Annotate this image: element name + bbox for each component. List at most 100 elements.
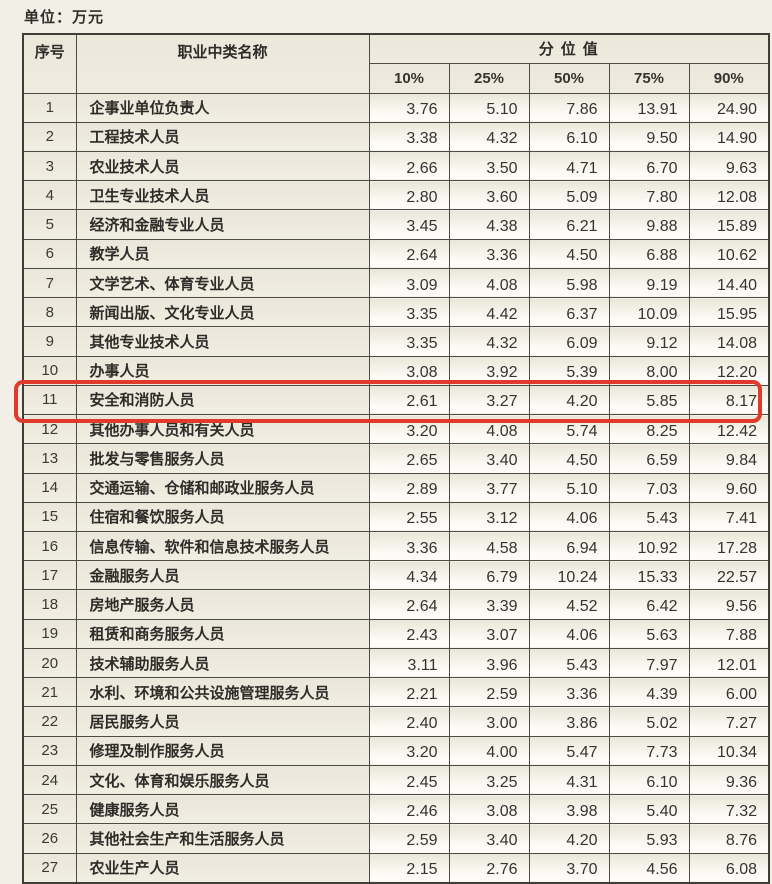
percentile-value-cell: 3.40 (448, 823, 530, 854)
percentile-value-cell: 4.71 (528, 150, 610, 182)
percentile-value-cell: 6.42 (608, 589, 690, 620)
occupation-name-cell: 文化、体育和娱乐服务人员 (75, 764, 370, 796)
table-row: 21 水利、环境和公共设施管理服务人员 2.21 2.59 3.36 4.39 6.00 (22, 677, 770, 708)
table-row: 11 安全和消防人员 2.61 3.27 4.20 5.85 8.17 (22, 384, 770, 416)
table-row: 14 交通运输、仓储和邮政业服务人员 2.89 3.77 5.10 7.03 9.60 (22, 472, 770, 503)
table-row: 9 其他专业技术人员 3.35 4.32 6.09 9.12 14.08 (22, 326, 770, 357)
percentile-value-cell: 9.19 (608, 267, 690, 299)
percentile-value-cell: 10.62 (688, 238, 770, 269)
row-index-cell: 12 (22, 414, 77, 445)
header-p75: 75% (608, 62, 690, 94)
row-index-cell: 17 (22, 560, 77, 591)
row-index-cell: 2 (22, 121, 77, 152)
percentile-value-cell: 14.40 (688, 267, 770, 299)
percentile-value-cell: 5.43 (608, 501, 690, 533)
table-header: 序号 职业中类名称 分位值 10% 25% 50% 75% 90% (22, 33, 770, 94)
table-row: 7 文学艺术、体育专业人员 3.09 4.08 5.98 9.19 14.40 (22, 267, 770, 299)
table-row: 16 信息传输、软件和信息技术服务人员 3.36 4.58 6.94 10.92 17.28 (22, 531, 770, 562)
percentile-value-cell: 12.01 (688, 647, 770, 679)
percentile-value-cell: 7.88 (688, 618, 770, 649)
occupation-name-cell: 卫生专业技术人员 (75, 180, 370, 211)
unit-label: 单位：万元 (24, 9, 105, 26)
row-index-cell: 14 (22, 472, 77, 503)
percentile-value-cell: 5.63 (608, 618, 690, 649)
occupation-name-cell: 金融服务人员 (75, 560, 370, 591)
percentile-value-cell: 4.34 (368, 560, 450, 591)
percentile-value-cell: 3.86 (528, 706, 610, 737)
row-index-cell: 27 (22, 852, 77, 884)
percentile-value-cell: 2.46 (368, 794, 450, 825)
percentile-value-cell: 3.45 (368, 209, 450, 240)
percentile-value-cell: 8.00 (608, 355, 690, 386)
occupation-name-cell: 水利、环境和公共设施管理服务人员 (75, 677, 370, 708)
percentile-value-cell: 3.08 (368, 355, 450, 386)
percentile-value-cell: 2.43 (368, 618, 450, 649)
occupation-name-cell: 安全和消防人员 (75, 384, 370, 416)
percentile-value-cell: 6.00 (688, 677, 770, 708)
table-row: 18 房地产服务人员 2.64 3.39 4.52 6.42 9.56 (22, 589, 770, 620)
percentile-value-cell: 2.59 (448, 677, 530, 708)
percentile-value-cell: 9.56 (688, 589, 770, 620)
table-row: 25 健康服务人员 2.46 3.08 3.98 5.40 7.32 (22, 794, 770, 825)
percentile-value-cell: 2.21 (368, 677, 450, 708)
percentile-value-cell: 6.09 (528, 326, 610, 357)
percentile-value-cell: 3.00 (448, 706, 530, 737)
percentile-value-cell: 7.97 (608, 647, 690, 679)
percentile-value-cell: 9.50 (608, 121, 690, 152)
percentile-value-cell: 4.50 (528, 238, 610, 269)
percentile-value-cell: 3.12 (448, 501, 530, 533)
occupation-name-cell: 租赁和商务服务人员 (75, 618, 370, 649)
header-percentile-group: 分位值 (368, 33, 770, 64)
percentile-value-cell: 5.93 (608, 823, 690, 854)
percentile-value-cell: 3.40 (448, 443, 530, 474)
percentile-value-cell: 4.50 (528, 443, 610, 474)
row-index-cell: 4 (22, 180, 77, 211)
row-index-cell: 5 (22, 209, 77, 240)
occupation-name-cell: 其他社会生产和生活服务人员 (75, 823, 370, 854)
percentile-value-cell: 4.38 (448, 209, 530, 240)
occupation-name-cell: 其他办事人员和有关人员 (75, 414, 370, 445)
table-row: 24 文化、体育和娱乐服务人员 2.45 3.25 4.31 6.10 9.36 (22, 764, 770, 796)
row-index-cell: 7 (22, 267, 77, 299)
percentile-value-cell: 4.32 (448, 326, 530, 357)
occupation-name-cell: 文学艺术、体育专业人员 (75, 267, 370, 299)
table-row: 8 新闻出版、文化专业人员 3.35 4.42 6.37 10.09 15.95 (22, 297, 770, 328)
percentile-value-cell: 3.92 (448, 355, 530, 386)
table-row: 3 农业技术人员 2.66 3.50 4.71 6.70 9.63 (22, 150, 770, 182)
percentile-value-cell: 17.28 (688, 531, 770, 562)
row-index-cell: 6 (22, 238, 77, 269)
percentile-value-cell: 3.09 (368, 267, 450, 299)
percentile-value-cell: 6.88 (608, 238, 690, 269)
percentile-value-cell: 6.08 (688, 852, 770, 884)
percentile-value-cell: 5.10 (528, 472, 610, 503)
percentile-value-cell: 8.17 (688, 384, 770, 416)
percentile-value-cell: 2.59 (368, 823, 450, 854)
row-index-cell: 8 (22, 297, 77, 328)
row-index-cell: 11 (22, 384, 77, 416)
percentile-value-cell: 14.90 (688, 121, 770, 152)
table-row: 4 卫生专业技术人员 2.80 3.60 5.09 7.80 12.08 (22, 180, 770, 211)
percentile-value-cell: 3.08 (448, 794, 530, 825)
percentile-value-cell: 4.52 (528, 589, 610, 620)
percentile-value-cell: 15.89 (688, 209, 770, 240)
percentile-value-cell: 6.10 (528, 121, 610, 152)
percentile-value-cell: 3.35 (368, 326, 450, 357)
percentile-value-cell: 3.07 (448, 618, 530, 649)
percentile-value-cell: 4.06 (528, 618, 610, 649)
percentile-value-cell: 3.77 (448, 472, 530, 503)
occupation-name-cell: 批发与零售服务人员 (75, 443, 370, 474)
percentile-value-cell: 8.25 (608, 414, 690, 445)
percentile-value-cell: 4.20 (528, 823, 610, 854)
percentile-value-cell: 5.74 (528, 414, 610, 445)
percentile-value-cell: 8.76 (688, 823, 770, 854)
percentile-value-cell: 7.03 (608, 472, 690, 503)
percentile-value-cell: 5.85 (608, 384, 690, 416)
row-index-cell: 23 (22, 735, 77, 766)
table-row: 22 居民服务人员 2.40 3.00 3.86 5.02 7.27 (22, 706, 770, 737)
table-row: 6 教学人员 2.64 3.36 4.50 6.88 10.62 (22, 238, 770, 269)
percentile-value-cell: 15.33 (608, 560, 690, 591)
table-row: 12 其他办事人员和有关人员 3.20 4.08 5.74 8.25 12.42 (22, 414, 770, 445)
percentile-value-cell: 2.80 (368, 180, 450, 211)
percentile-value-cell: 2.61 (368, 384, 450, 416)
percentile-value-cell: 3.27 (448, 384, 530, 416)
